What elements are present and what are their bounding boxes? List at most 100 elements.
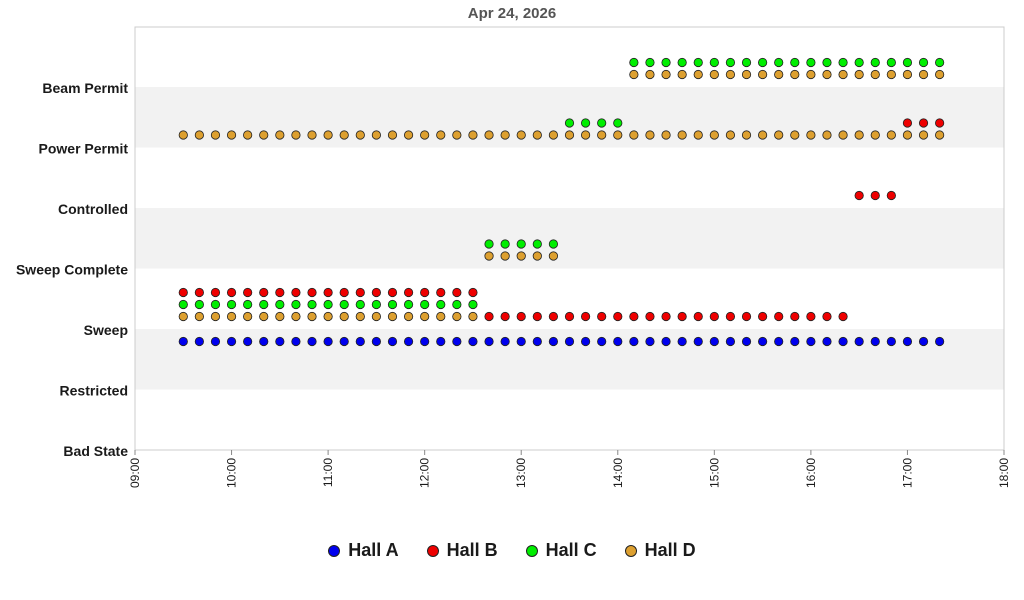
data-point-hall-b (597, 311, 607, 322)
data-point-hall-b (838, 311, 848, 322)
data-point-hall-d (194, 311, 204, 322)
data-point-hall-d (226, 130, 237, 140)
data-point-hall-d (790, 130, 800, 140)
data-point-hall-d (178, 130, 188, 140)
data-point-hall-d (259, 311, 269, 322)
data-point-hall-d (677, 69, 687, 80)
data-point-hall-b (693, 311, 703, 322)
data-point-hall-d (436, 311, 446, 322)
data-point-hall-b (548, 311, 559, 322)
data-point-hall-c (420, 299, 430, 310)
data-point-hall-d (870, 130, 880, 140)
data-point-hall-d (854, 69, 864, 80)
data-point-hall-b (291, 287, 301, 298)
data-point-hall-d (918, 69, 929, 80)
legend-label: Hall A (348, 540, 399, 560)
data-point-hall-a (226, 336, 237, 347)
data-point-hall-c (564, 118, 575, 128)
data-point-hall-d (564, 130, 575, 140)
data-point-hall-a (870, 336, 880, 347)
data-point-hall-c (323, 299, 333, 310)
x-tick-label: 10:00 (225, 458, 239, 488)
data-point-hall-b (178, 287, 188, 298)
x-tick-label: 15:00 (707, 458, 721, 488)
data-point-hall-d (709, 69, 719, 80)
data-point-hall-a (339, 336, 349, 347)
data-point-hall-a (693, 336, 703, 347)
data-point-hall-c (371, 299, 381, 310)
y-tick-label: Sweep Complete (16, 262, 128, 278)
data-point-hall-c (484, 239, 494, 249)
legend-item: Hall D (624, 540, 696, 561)
data-point-hall-d (420, 130, 430, 140)
data-point-hall-a (484, 336, 494, 347)
data-point-hall-d (918, 130, 929, 140)
data-point-hall-b (323, 287, 333, 298)
data-point-hall-d (210, 311, 221, 322)
data-point-hall-d (403, 130, 414, 140)
data-point-hall-d (886, 130, 896, 140)
x-tick-label: 13:00 (514, 458, 528, 488)
legend-swatch (328, 544, 341, 557)
data-point-hall-d (323, 130, 333, 140)
data-point-hall-d (629, 130, 639, 140)
data-point-hall-c (226, 299, 237, 310)
data-point-hall-b (420, 287, 430, 298)
data-point-hall-c (355, 299, 365, 310)
data-point-hall-a (420, 336, 430, 347)
legend: Hall A Hall B Hall C Hall D (0, 540, 1024, 561)
data-point-hall-d (806, 130, 816, 140)
data-point-hall-a (210, 336, 221, 347)
data-point-hall-a (291, 336, 301, 347)
data-point-hall-c (387, 299, 398, 310)
data-point-hall-d (226, 311, 237, 322)
data-point-hall-c (532, 239, 542, 249)
data-point-hall-c (613, 118, 623, 128)
data-point-hall-d (178, 311, 188, 322)
data-point-hall-a (580, 336, 591, 347)
data-point-hall-a (741, 336, 752, 347)
data-point-hall-b (902, 118, 913, 128)
data-point-hall-d (420, 311, 430, 322)
data-point-hall-d (516, 251, 526, 261)
data-point-hall-c (854, 57, 864, 68)
data-point-hall-d (613, 130, 623, 140)
data-point-hall-a (355, 336, 365, 347)
data-point-hall-d (693, 130, 703, 140)
data-point-hall-d (403, 311, 414, 322)
data-point-hall-a (243, 336, 253, 347)
data-point-hall-c (307, 299, 317, 310)
data-point-hall-b (709, 311, 719, 322)
y-axis-labels: Bad State Restricted Sweep Sweep Complete Co… (16, 80, 128, 459)
data-point-hall-d (741, 69, 752, 80)
data-point-hall-d (468, 130, 478, 140)
y-tick-label: Power Permit (39, 141, 129, 157)
data-point-hall-a (661, 336, 671, 347)
data-point-hall-d (210, 130, 221, 140)
data-point-hall-d (548, 251, 559, 261)
data-point-hall-d (693, 69, 703, 80)
data-point-hall-b (918, 118, 929, 128)
data-point-hall-a (259, 336, 269, 347)
data-point-hall-a (178, 336, 188, 347)
data-points (178, 57, 945, 347)
plot-border (134, 26, 1005, 451)
data-point-hall-c (403, 299, 414, 310)
data-point-hall-c (709, 57, 719, 68)
data-point-hall-d (548, 130, 559, 140)
data-point-hall-a (516, 336, 526, 347)
data-point-hall-d (532, 130, 542, 140)
data-point-hall-b (226, 287, 237, 298)
data-point-hall-a (548, 336, 559, 347)
data-point-hall-a (645, 336, 655, 347)
data-point-hall-d (387, 130, 398, 140)
data-point-hall-d (532, 251, 542, 261)
data-point-hall-b (259, 287, 269, 298)
data-point-hall-d (355, 130, 365, 140)
data-point-hall-c (516, 239, 526, 249)
data-point-hall-b (436, 287, 446, 298)
data-point-hall-b (403, 287, 414, 298)
data-point-hall-c (580, 118, 591, 128)
data-point-hall-d (194, 130, 204, 140)
data-point-hall-d (339, 130, 349, 140)
